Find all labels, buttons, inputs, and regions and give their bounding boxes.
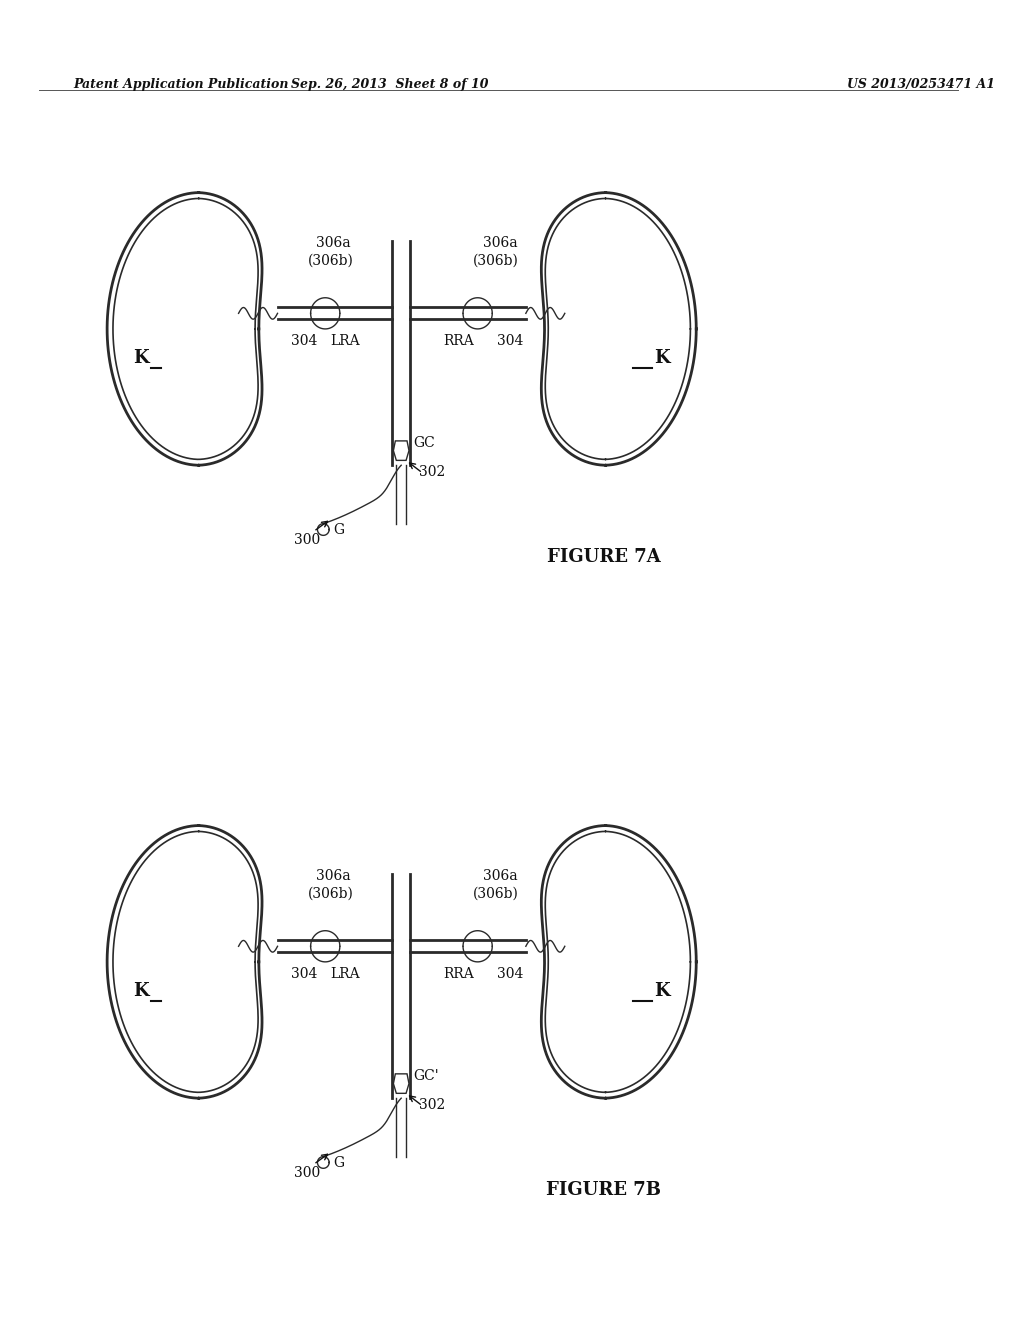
Text: Sep. 26, 2013  Sheet 8 of 10: Sep. 26, 2013 Sheet 8 of 10: [291, 78, 488, 91]
Text: 300: 300: [294, 533, 321, 548]
Text: RRA: RRA: [443, 966, 474, 981]
Text: FIGURE 7A: FIGURE 7A: [547, 548, 660, 566]
Text: 304: 304: [497, 334, 523, 347]
Text: 306a: 306a: [482, 236, 517, 251]
Text: 306a: 306a: [315, 236, 350, 251]
Text: 306a: 306a: [315, 870, 350, 883]
Text: 306a: 306a: [482, 870, 517, 883]
Text: FIGURE 7B: FIGURE 7B: [546, 1181, 662, 1199]
Text: 302: 302: [419, 465, 445, 479]
Text: LRA: LRA: [330, 966, 359, 981]
Text: RRA: RRA: [443, 334, 474, 347]
Text: G: G: [333, 523, 344, 537]
Text: 302: 302: [419, 1098, 445, 1113]
Text: LRA: LRA: [330, 334, 359, 347]
Text: K: K: [133, 348, 150, 367]
Text: GC: GC: [413, 436, 434, 450]
Text: 300: 300: [294, 1167, 321, 1180]
Text: (306b): (306b): [473, 887, 518, 900]
Text: Patent Application Publication: Patent Application Publication: [73, 78, 289, 91]
Text: 304: 304: [291, 966, 317, 981]
Text: (306b): (306b): [307, 887, 353, 900]
Text: K: K: [133, 982, 150, 1001]
Text: 304: 304: [497, 966, 523, 981]
Text: K: K: [654, 982, 670, 1001]
Text: (306b): (306b): [307, 253, 353, 268]
Text: GC': GC': [413, 1069, 438, 1082]
Text: G: G: [333, 1155, 344, 1170]
Text: 304: 304: [291, 334, 317, 347]
Text: (306b): (306b): [473, 253, 518, 268]
Text: K: K: [654, 348, 670, 367]
Text: US 2013/0253471 A1: US 2013/0253471 A1: [847, 78, 995, 91]
